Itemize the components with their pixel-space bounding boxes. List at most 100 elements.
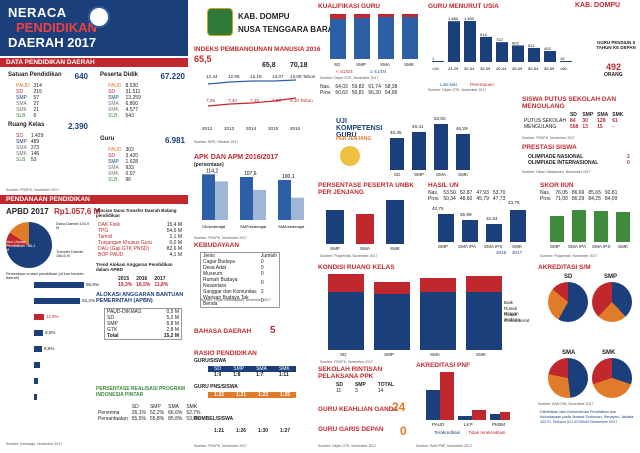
legend-item: Terakreditasi xyxy=(434,430,461,435)
row-value: 6 xyxy=(33,113,37,119)
source-note: Sumber: Dirjen GTK, November 2017 xyxy=(318,444,377,448)
akreditasi-sma-pie xyxy=(548,358,588,398)
cell: 76,05 xyxy=(555,190,568,196)
cell: SMK xyxy=(278,366,290,372)
kualifikasi-bar-low xyxy=(378,14,394,17)
uji-chart xyxy=(390,110,490,170)
alokasi-title: ALOKASI ANGGARAN BANTUAN PEMERINTAH (APB… xyxy=(96,292,184,304)
cell: 128 xyxy=(597,118,606,124)
apk-value: 100,1 xyxy=(282,174,295,180)
kualifikasi-bar-low xyxy=(330,14,346,19)
cell: 45,79 xyxy=(476,196,489,202)
cell: TOTAL xyxy=(377,382,394,388)
rombel-table: 1:21 1:26 1:30 1:27 xyxy=(208,428,296,434)
cell: 2017 xyxy=(154,276,166,282)
cat-label: SMK xyxy=(476,352,486,357)
usia-bar xyxy=(464,20,476,62)
cell: 84,09 xyxy=(604,196,618,202)
guru-block: Guru 6.981 PAUD 302 SD 3.420 SMP 1.628 SMA 93… xyxy=(100,136,185,183)
ipm-chart xyxy=(207,79,297,107)
prestasi-title: PRESTASI SISWA xyxy=(522,144,577,151)
source-note: Sumber: Dirjen GTK, November 2017 xyxy=(428,88,487,92)
source-note: Sumber: PDSPK, November 2017 xyxy=(320,360,373,364)
pensiun-unit: ORANG xyxy=(604,72,623,78)
row-label: PAUD xyxy=(16,83,30,89)
hasil-value: 43,76 xyxy=(508,200,520,205)
kondisi-bar xyxy=(328,292,364,350)
usia-chart: <24 1 24-29 1.484 30-34 1.493 35-39 914 40-44 722… xyxy=(432,16,572,71)
row-value: 27 xyxy=(33,101,40,107)
akreditasi-sma-label: SMA xyxy=(562,350,576,356)
ratio-bar xyxy=(34,362,40,368)
hasil-bar xyxy=(510,210,526,242)
cat-label: SMP xyxy=(384,352,394,357)
iiun-bar xyxy=(572,210,586,242)
hasil-table: Nas. 53,50 52,87 47,93 53,70 Prov. 50,34 48,60… xyxy=(426,190,507,202)
keahlian-title: GURU KEAHLIAN GANDA xyxy=(318,406,399,413)
cell: 1:25 xyxy=(280,392,291,398)
unbk-chart xyxy=(320,200,420,244)
guru-total: 6.981 xyxy=(164,136,185,145)
kebudayaan-table: Jenis Jumlah Cagar Budaya 0 Desa Adat 0 Mus… xyxy=(200,252,280,308)
legend-item: 2017 xyxy=(512,250,523,255)
pensiun-value: 492 xyxy=(606,62,622,72)
unbk-bar xyxy=(386,200,404,244)
legend-item: 2016 xyxy=(496,250,507,255)
cat-label: SMA IPS xyxy=(592,244,611,249)
legend-item: Rusak Ringan xyxy=(504,306,519,316)
cell: 1:8 xyxy=(233,372,241,378)
usia-bar xyxy=(480,36,492,62)
ratio-bar xyxy=(34,394,37,400)
cat-label: SMP xyxy=(330,246,340,251)
pns-label: GURU PNS/SISWA xyxy=(194,384,238,390)
usia-value: 1.484 xyxy=(448,16,459,21)
uji-value: 53,50 xyxy=(434,116,446,121)
ipm-prov: 70,18 xyxy=(290,62,308,69)
cell: DAU (Gaji GTK PNSD) xyxy=(98,246,150,252)
cell: 0 xyxy=(260,259,264,265)
cat-label: PAUD xyxy=(432,422,445,427)
rls-value: 13,16 xyxy=(250,74,262,79)
kualifikasi-bar-high xyxy=(354,18,370,59)
cell: 61 xyxy=(612,118,618,124)
apk-sub: (persentase) xyxy=(194,162,224,168)
cell: 52,7% xyxy=(186,410,201,416)
hls-value: 7,40 xyxy=(228,98,237,103)
row-value: 314 xyxy=(33,83,42,89)
putus-title: SISWA PUTUS SEKOLAH DAN MENGULANG xyxy=(522,96,617,110)
teacher-icon xyxy=(340,146,360,166)
year-label: 2012 xyxy=(202,126,213,131)
cat-label: SMK xyxy=(512,244,522,249)
satuan-block: Satuan Pendidikan 640 PAUD 314 SD 215 SMP 57… xyxy=(8,72,88,119)
peserta-table: PAUD 8.530 SD 31.511 SMP 13.259 SMA 6.800 SM… xyxy=(106,83,143,119)
usia-value: 722 xyxy=(496,37,503,42)
cat-label: SMK xyxy=(618,244,628,249)
cat-label: SMK xyxy=(404,62,414,67)
kondisi-bar xyxy=(466,292,502,350)
usia-bar xyxy=(528,47,540,62)
transfer-title: Rincian Dana Transfer Daerah Bidang pend… xyxy=(96,208,177,218)
guru-table: PAUD 302 SD 3.420 SMP 1.628 SMA 933 SMK 0.07 … xyxy=(106,147,140,183)
uji-bar xyxy=(434,124,448,170)
ruang-block: Ruang Kelas 2.390 SD 1.429 SMP 489 SMA 273 S… xyxy=(8,122,88,163)
ratio-bars: 56,8% 52,2% 11,9% 9,8% 8,6% xyxy=(6,282,99,402)
satuan-table: PAUD 314 SD 215 SMP 57 SMA 27 SMK 21 SLB 6 xyxy=(14,83,44,119)
usia-bar xyxy=(448,21,460,62)
kualifikasi-bar-high xyxy=(378,17,394,59)
rls-value: 12,44 xyxy=(206,74,218,79)
ratio-bar xyxy=(34,378,38,384)
source-note: Sumber: PDSPK, November 2017 xyxy=(6,188,59,192)
apk-title: APK DAN APM 2016/2017 xyxy=(194,154,279,161)
cell: 0,0 M xyxy=(169,240,182,246)
iiun-table: Nas. 76,05 86,69 85,65 92,81 Prov. 71,00 86,29… xyxy=(538,190,619,202)
cell: 50,34 xyxy=(443,196,456,202)
uji-bar xyxy=(412,132,426,170)
cell: 2,1 M xyxy=(169,234,182,240)
pie-label-b: Dana Daerah 104,9 M xyxy=(56,222,90,230)
uji-value: 49,41 xyxy=(412,124,424,129)
row-value: 489 xyxy=(30,139,40,145)
garis-title: GURU GARIS DEPAN xyxy=(318,426,384,433)
akreditasi-sd-pie xyxy=(548,282,588,322)
cell: Nas. xyxy=(428,190,439,196)
peserta-block: Peserta Didik 67.220 PAUD 8.530 SD 31.511 S… xyxy=(100,72,185,119)
